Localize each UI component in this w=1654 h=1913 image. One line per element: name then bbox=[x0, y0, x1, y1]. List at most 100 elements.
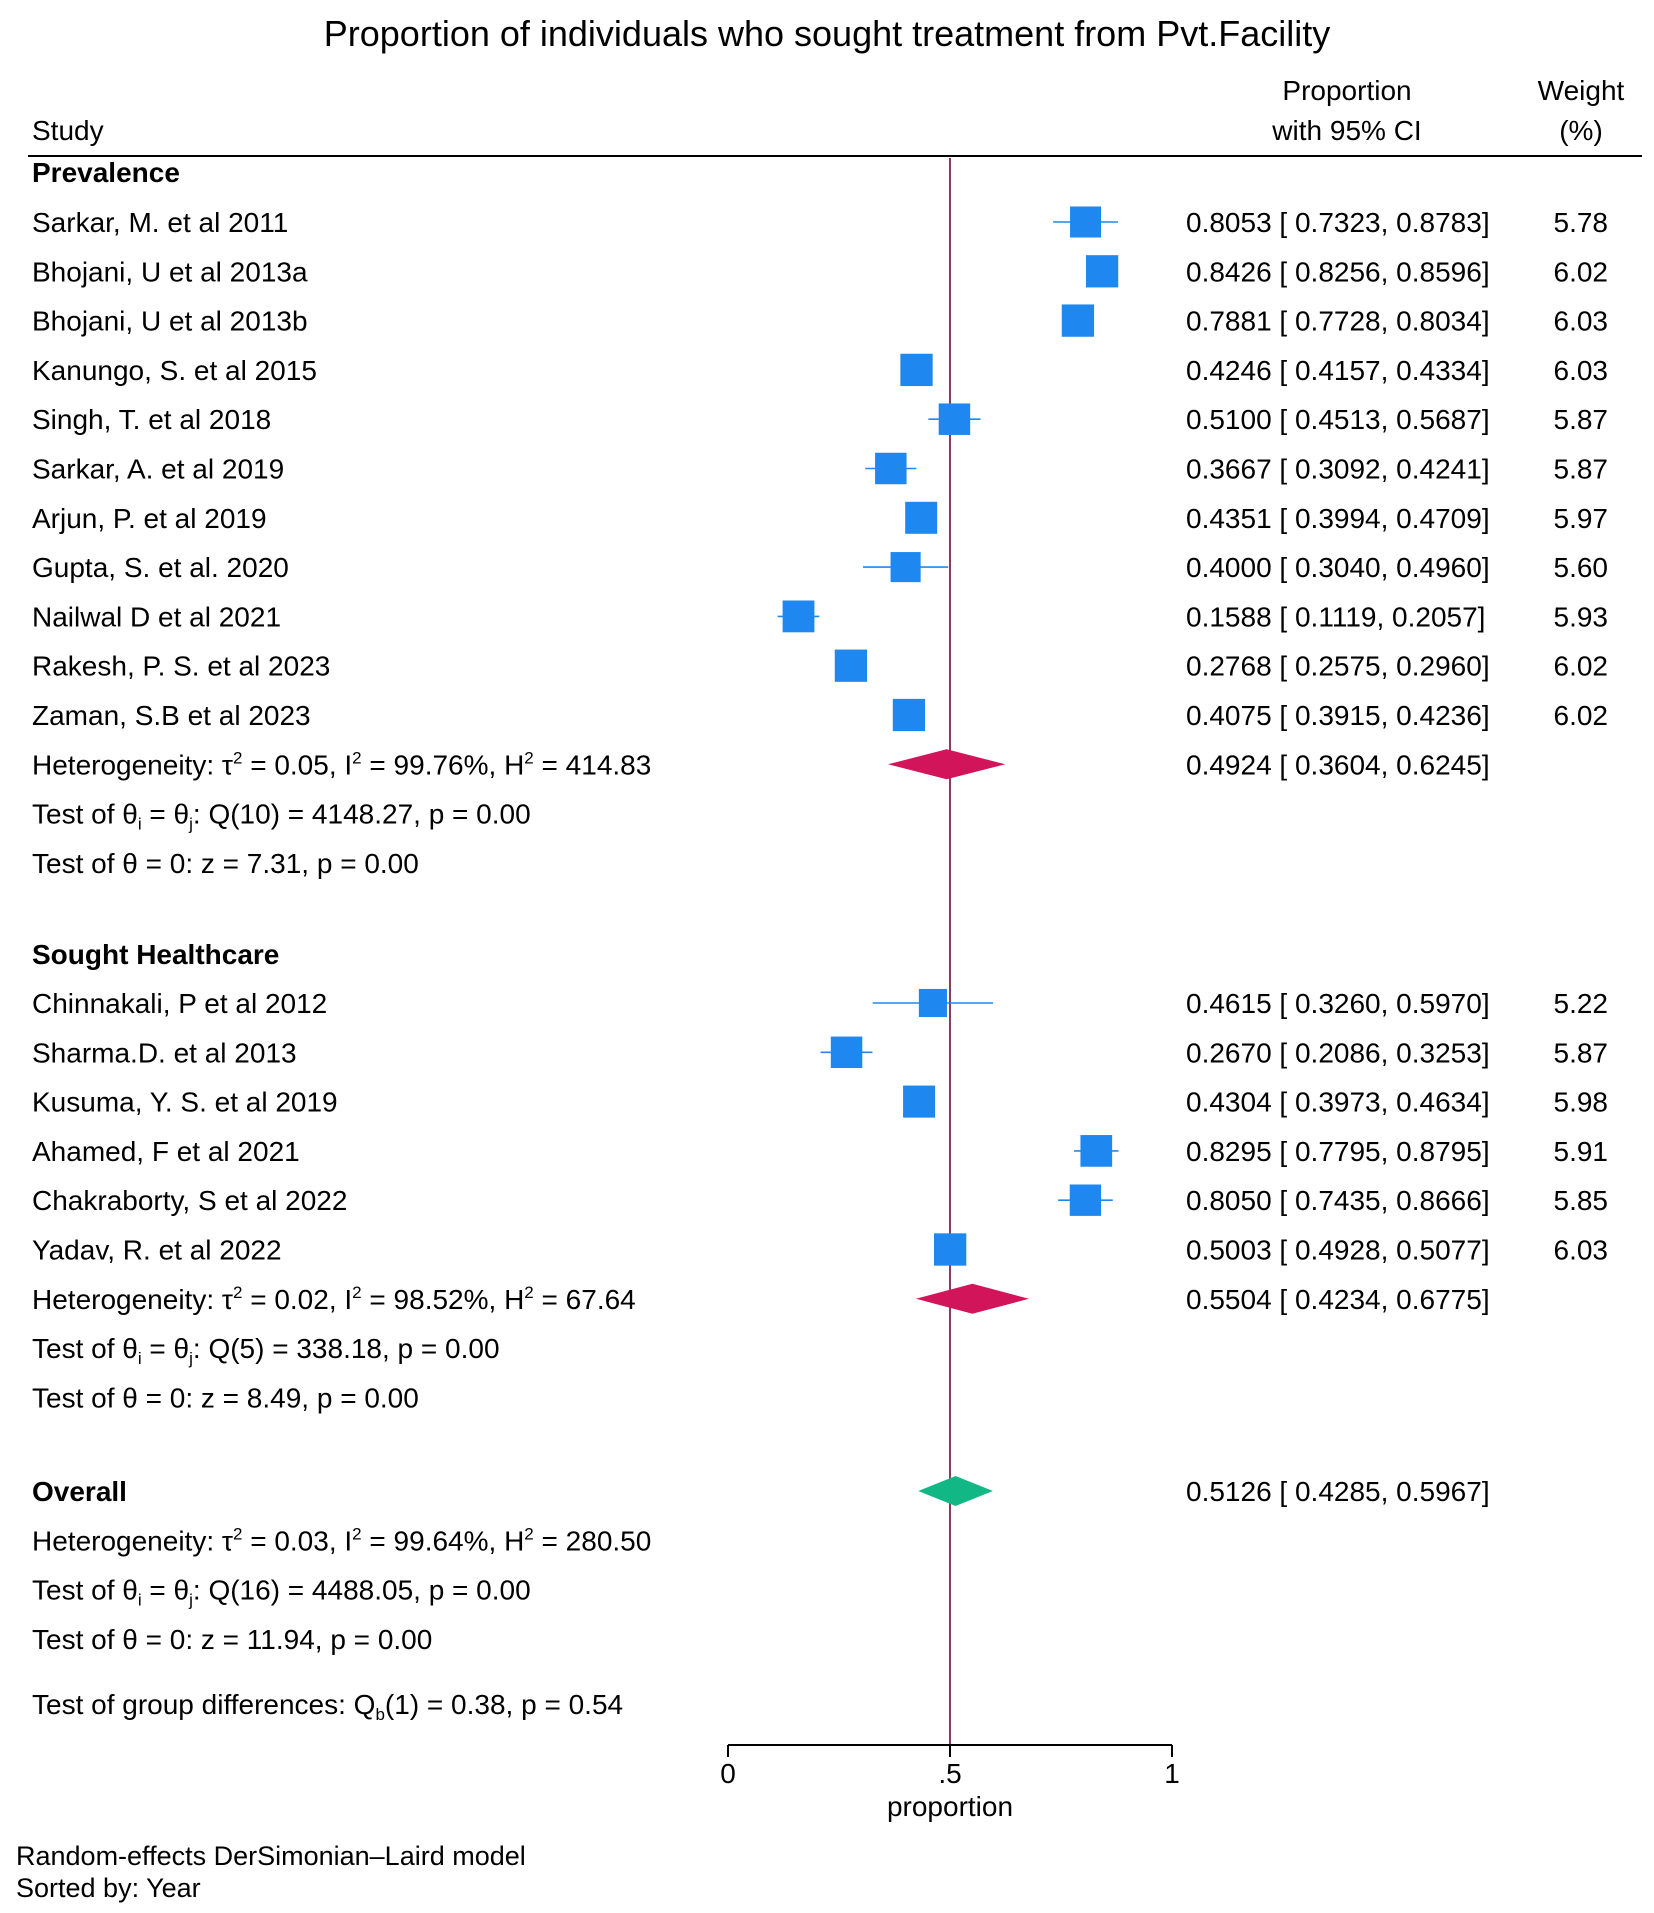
study-label: Bhojani, U et al 2013a bbox=[32, 256, 308, 287]
study-weight: 5.22 bbox=[1554, 988, 1609, 1019]
study-ci-text: 0.5100 [ 0.4513, 0.5687] bbox=[1186, 404, 1490, 435]
study-weight: 6.02 bbox=[1554, 700, 1609, 731]
study-marker bbox=[933, 1233, 967, 1266]
group-difference-stats: Test of group differences: Qb(1) = 0.38,… bbox=[32, 1689, 623, 1724]
group-header: Sought Healthcare bbox=[32, 939, 279, 970]
x-axis-label: proportion bbox=[887, 1791, 1013, 1822]
study-marker bbox=[918, 988, 947, 1018]
study-label: Sharma.D. et al 2013 bbox=[32, 1037, 297, 1068]
study-marker bbox=[1069, 1184, 1102, 1216]
study-ci-text: 0.8050 [ 0.7435, 0.8666] bbox=[1186, 1185, 1490, 1216]
heterogeneity-stats: Heterogeneity: τ2 = 0.02, I2 = 98.52%, H… bbox=[32, 1283, 636, 1315]
study-marker bbox=[892, 698, 926, 732]
study-label: Chakraborty, S et al 2022 bbox=[32, 1185, 347, 1216]
study-ci-text: 0.8426 [ 0.8256, 0.8596] bbox=[1186, 256, 1490, 287]
q-test-stats: Test of θi = θj: Q(16) = 4488.05, p = 0.… bbox=[32, 1575, 531, 1610]
study-weight: 6.03 bbox=[1554, 1235, 1609, 1266]
study-ci-text: 0.2670 [ 0.2086, 0.3253] bbox=[1186, 1037, 1490, 1068]
study-label: Yadav, R. et al 2022 bbox=[32, 1235, 282, 1266]
study-label: Kusuma, Y. S. et al 2019 bbox=[32, 1087, 338, 1118]
study-ci-text: 0.8295 [ 0.7795, 0.8795] bbox=[1186, 1136, 1490, 1167]
study-ci-text: 0.5003 [ 0.4928, 0.5077] bbox=[1186, 1235, 1490, 1266]
study-marker bbox=[830, 1036, 863, 1069]
study-ci-text: 0.4075 [ 0.3915, 0.4236] bbox=[1186, 700, 1490, 731]
study-marker bbox=[875, 452, 907, 485]
study-weight: 5.87 bbox=[1554, 404, 1609, 435]
study-label: Kanungo, S. et al 2015 bbox=[32, 355, 317, 386]
study-weight: 5.60 bbox=[1554, 552, 1609, 583]
z-test-stats: Test of θ = 0: z = 7.31, p = 0.00 bbox=[32, 848, 419, 879]
study-marker bbox=[900, 353, 933, 387]
header-proportion-ci: with 95% CI bbox=[1271, 115, 1421, 146]
study-weight: 5.78 bbox=[1554, 207, 1609, 238]
subgroup-diamond bbox=[915, 1283, 1029, 1314]
header-weight-pct: (%) bbox=[1559, 115, 1603, 146]
study-weight: 5.93 bbox=[1554, 601, 1609, 632]
study-label: Sarkar, M. et al 2011 bbox=[32, 207, 288, 238]
study-weight: 6.02 bbox=[1554, 651, 1609, 682]
study-ci-text: 0.4000 [ 0.3040, 0.4960] bbox=[1186, 552, 1490, 583]
footnote-model: Random-effects DerSimonian–Laird model bbox=[16, 1841, 526, 1871]
header-proportion: Proportion bbox=[1282, 75, 1411, 106]
study-weight: 5.97 bbox=[1554, 503, 1609, 534]
study-ci-text: 0.4246 [ 0.4157, 0.4334] bbox=[1186, 355, 1490, 386]
overall-ci-text: 0.5126 [ 0.4285, 0.5967] bbox=[1186, 1476, 1490, 1507]
study-marker bbox=[1061, 304, 1095, 337]
x-tick-label: 1 bbox=[1164, 1758, 1180, 1789]
group-header: Prevalence bbox=[32, 157, 180, 188]
q-test-stats: Test of θi = θj: Q(10) = 4148.27, p = 0.… bbox=[32, 799, 531, 834]
header-study: Study bbox=[32, 115, 104, 146]
study-label: Arjun, P. et al 2019 bbox=[32, 503, 267, 534]
study-weight: 5.85 bbox=[1554, 1185, 1609, 1216]
study-label: Bhojani, U et al 2013b bbox=[32, 306, 308, 337]
study-marker bbox=[1085, 255, 1119, 288]
study-label: Chinnakali, P et al 2012 bbox=[32, 988, 327, 1019]
study-label: Singh, T. et al 2018 bbox=[32, 404, 271, 435]
study-ci-text: 0.3667 [ 0.3092, 0.4241] bbox=[1186, 454, 1490, 485]
study-label: Ahamed, F et al 2021 bbox=[32, 1136, 300, 1167]
overall-label: Overall bbox=[32, 1476, 127, 1507]
study-weight: 6.02 bbox=[1554, 256, 1609, 287]
study-ci-text: 0.2768 [ 0.2575, 0.2960] bbox=[1186, 651, 1490, 682]
study-weight: 6.03 bbox=[1554, 355, 1609, 386]
x-axis: 0.5 1 bbox=[720, 1744, 1180, 1789]
footnote-sort: Sorted by: Year bbox=[16, 1873, 201, 1903]
subgroup-ci-text: 0.4924 [ 0.3604, 0.6245] bbox=[1186, 749, 1490, 780]
study-ci-text: 0.1588 [ 0.1119, 0.2057] bbox=[1186, 601, 1485, 632]
study-ci-text: 0.4615 [ 0.3260, 0.5970] bbox=[1186, 988, 1490, 1019]
study-marker bbox=[782, 600, 815, 633]
study-ci-text: 0.4351 [ 0.3994, 0.4709] bbox=[1186, 503, 1490, 534]
study-weight: 5.91 bbox=[1554, 1136, 1609, 1167]
study-ci-text: 0.8053 [ 0.7323, 0.8783] bbox=[1186, 207, 1490, 238]
study-label: Rakesh, P. S. et al 2023 bbox=[32, 651, 330, 682]
overall-diamond bbox=[918, 1476, 993, 1506]
chart-title: Proportion of individuals who sought tre… bbox=[324, 13, 1330, 54]
study-weight: 5.87 bbox=[1554, 454, 1609, 485]
heterogeneity-stats: Heterogeneity: τ2 = 0.03, I2 = 99.64%, H… bbox=[32, 1524, 651, 1556]
study-marker bbox=[905, 501, 938, 534]
study-label: Zaman, S.B et al 2023 bbox=[32, 700, 311, 731]
q-test-stats: Test of θi = θj: Q(5) = 338.18, p = 0.00 bbox=[32, 1333, 500, 1368]
z-test-stats: Test of θ = 0: z = 11.94, p = 0.00 bbox=[32, 1624, 432, 1655]
z-test-stats: Test of θ = 0: z = 8.49, p = 0.00 bbox=[32, 1382, 419, 1413]
study-weight: 6.03 bbox=[1554, 306, 1609, 337]
study-label: Sarkar, A. et al 2019 bbox=[32, 454, 284, 485]
study-ci-text: 0.7881 [ 0.7728, 0.8034] bbox=[1186, 306, 1490, 337]
forest-rows: Prevalence Sarkar, M. et al 2011 0.8053 [ … bbox=[32, 157, 1608, 1724]
subgroup-ci-text: 0.5504 [ 0.4234, 0.6775] bbox=[1186, 1284, 1490, 1315]
study-marker bbox=[890, 552, 921, 583]
study-label: Gupta, S. et al. 2020 bbox=[32, 552, 289, 583]
study-ci-text: 0.4304 [ 0.3973, 0.4634] bbox=[1186, 1087, 1490, 1118]
study-marker bbox=[1080, 1135, 1113, 1167]
header-weight: Weight bbox=[1538, 75, 1625, 106]
study-marker bbox=[834, 649, 868, 682]
study-weight: 5.87 bbox=[1554, 1037, 1609, 1068]
study-weight: 5.98 bbox=[1554, 1087, 1609, 1118]
study-marker bbox=[938, 403, 971, 435]
study-marker bbox=[1070, 206, 1102, 238]
heterogeneity-stats: Heterogeneity: τ2 = 0.05, I2 = 99.76%, H… bbox=[32, 748, 651, 780]
x-tick-label: 0 bbox=[720, 1758, 736, 1789]
study-label: Nailwal D et al 2021 bbox=[32, 601, 281, 632]
x-tick-label: .5 bbox=[938, 1758, 961, 1789]
